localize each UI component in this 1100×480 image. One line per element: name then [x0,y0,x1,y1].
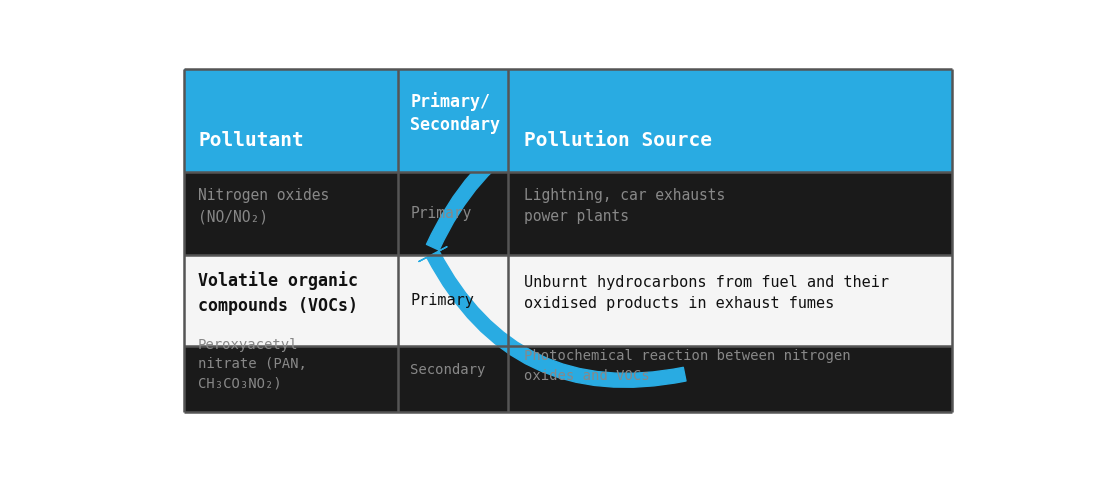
Text: Pollution Source: Pollution Source [524,131,712,150]
Text: Peroxyacetyl
nitrate (PAN,
CH₃CO₃NO₂): Peroxyacetyl nitrate (PAN, CH₃CO₃NO₂) [198,338,307,391]
Text: Photochemical reaction between nitrogen
oxides and VOCs: Photochemical reaction between nitrogen … [524,349,850,383]
Text: Lightning, car exhausts
power plants: Lightning, car exhausts power plants [524,188,725,224]
FancyArrowPatch shape [419,247,686,387]
Text: Volatile organic
compounds (VOCs): Volatile organic compounds (VOCs) [198,271,358,315]
Text: Unburnt hydrocarbons from fuel and their
oxidised products in exhaust fumes: Unburnt hydrocarbons from fuel and their… [524,275,889,311]
FancyArrowPatch shape [427,95,686,250]
Bar [185,69,952,172]
Text: Pollutant: Pollutant [198,131,304,150]
Text: Primary: Primary [410,293,474,308]
Text: Primary/
Secondary: Primary/ Secondary [410,92,500,134]
Bar [185,255,952,346]
Bar [185,172,952,255]
Bar [185,346,952,412]
Text: Secondary: Secondary [410,363,486,377]
Text: Nitrogen oxides
(NO/NO₂): Nitrogen oxides (NO/NO₂) [198,188,329,224]
Text: Primary: Primary [410,206,472,221]
